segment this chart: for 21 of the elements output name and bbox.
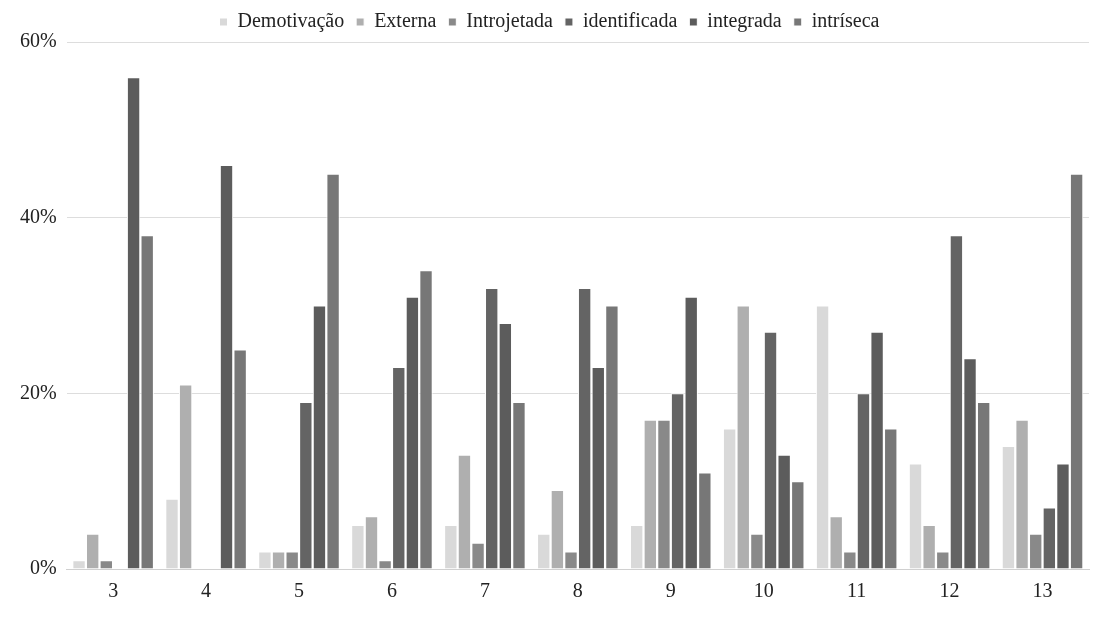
x-tick-label: 12 [939, 579, 960, 602]
x-tick-label: 10 [753, 579, 774, 602]
legend-label: Externa [374, 9, 437, 32]
y-tick-label: 20% [19, 380, 57, 403]
x-tick-label: 9 [665, 579, 676, 602]
x-tick-label: 13 [1032, 579, 1053, 602]
x-tick-label: 6 [386, 579, 397, 602]
legend-label: integrada [707, 9, 782, 33]
y-tick-label: 0% [29, 556, 57, 579]
y-tick-label: 60% [19, 29, 57, 52]
x-tick-label: 4 [201, 579, 212, 602]
legend-label: Demotivação [237, 9, 345, 33]
x-tick-label: 11 [847, 579, 867, 602]
x-tick-label: 5 [294, 579, 305, 602]
y-tick-label: 40% [19, 204, 57, 227]
legend-label: intríseca [811, 9, 880, 32]
x-tick-label: 3 [108, 579, 119, 602]
x-tick-label: 7 [479, 579, 490, 602]
x-tick-label: 8 [572, 579, 583, 602]
legend-label: Introjetada [466, 9, 554, 33]
legend-label: identificada [582, 9, 678, 32]
